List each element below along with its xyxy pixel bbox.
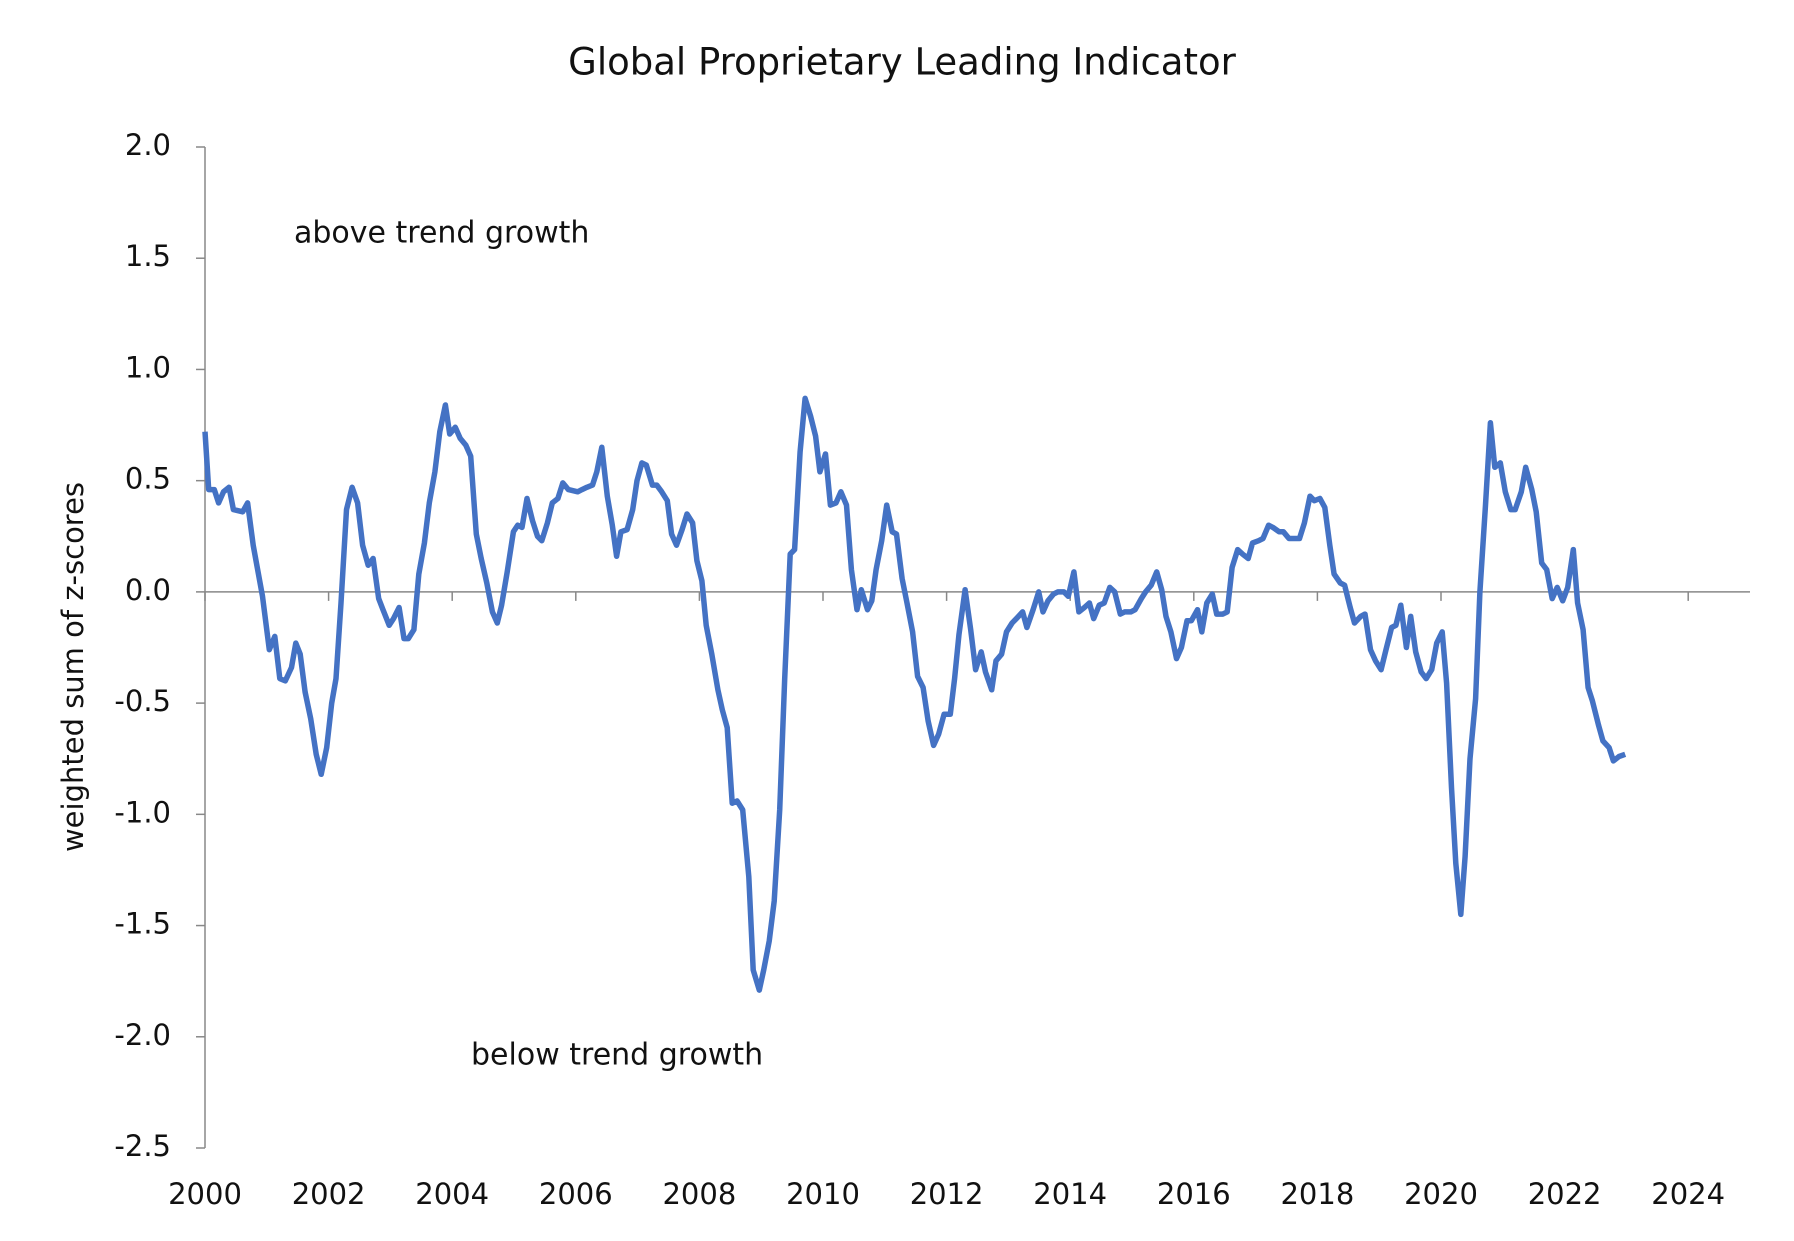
y-tick-label: -2.0 <box>114 1018 171 1052</box>
x-tick-label: 2012 <box>910 1177 984 1211</box>
y-tick-label: 1.5 <box>125 239 171 273</box>
annotation: below trend growth <box>471 1038 763 1073</box>
annotation: above trend growth <box>294 216 589 251</box>
x-tick-label: 2006 <box>539 1177 613 1211</box>
x-tick-label: 2024 <box>1651 1177 1725 1211</box>
chart-title: Global Proprietary Leading Indicator <box>568 41 1236 84</box>
x-tick-label: 2018 <box>1280 1177 1354 1211</box>
y-tick-label: -0.5 <box>114 684 171 718</box>
y-axis-label: weighted sum of z-scores <box>56 482 90 852</box>
x-tick-label: 2004 <box>415 1177 489 1211</box>
y-tick-label: 1.0 <box>125 350 171 384</box>
x-tick-label: 2014 <box>1033 1177 1107 1211</box>
x-tick-label: 2020 <box>1404 1177 1478 1211</box>
y-tick-label: 0.0 <box>125 573 171 607</box>
y-tick-label: 2.0 <box>125 128 171 162</box>
y-tick-label: 0.5 <box>125 462 171 496</box>
x-tick-label: 2010 <box>786 1177 860 1211</box>
x-tick-label: 2022 <box>1528 1177 1602 1211</box>
y-tick-label: -1.5 <box>114 907 171 941</box>
x-tick-label: 2000 <box>168 1177 242 1211</box>
x-tick-label: 2002 <box>292 1177 366 1211</box>
x-tick-label: 2008 <box>662 1177 736 1211</box>
y-tick-label: -2.5 <box>114 1129 171 1163</box>
x-tick-label: 2016 <box>1157 1177 1231 1211</box>
y-tick-label: -1.0 <box>114 795 171 829</box>
line <box>202 395 1627 993</box>
